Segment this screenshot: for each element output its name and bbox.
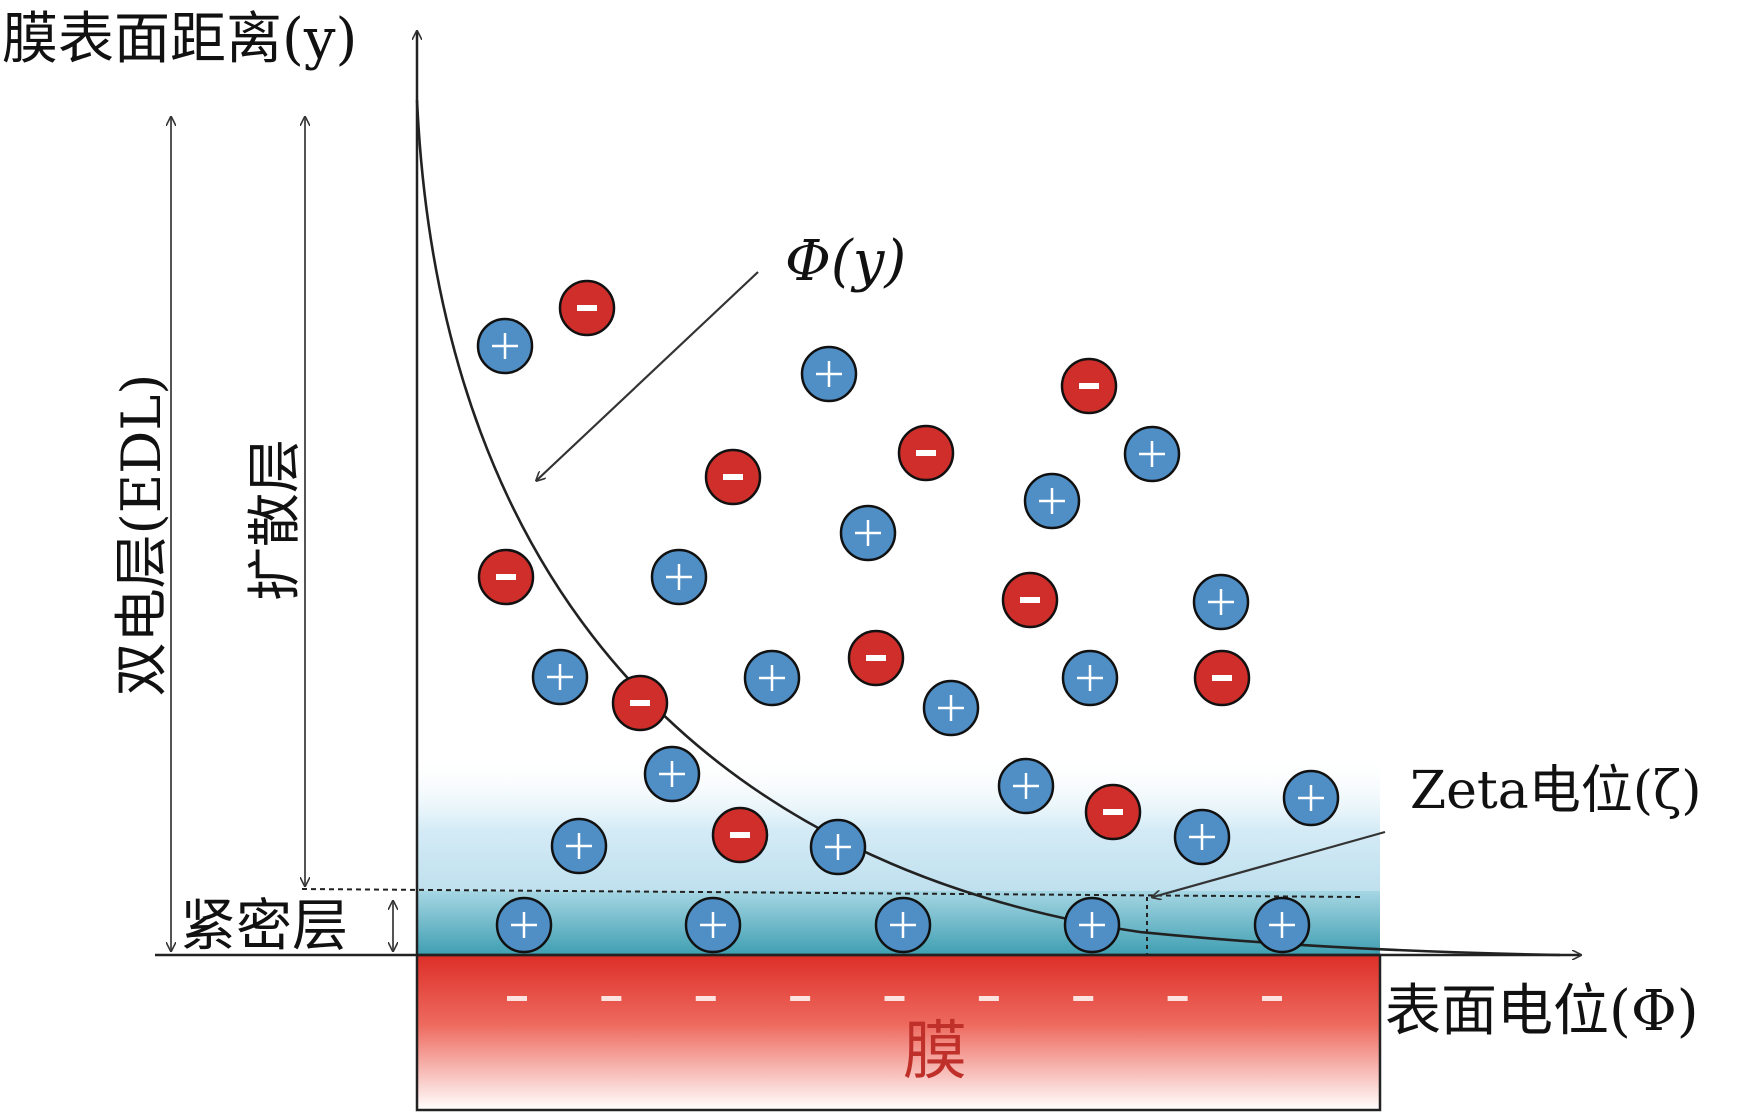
diffuse-layer-region bbox=[417, 755, 1380, 891]
plus-icon bbox=[1269, 912, 1295, 938]
anion-ion bbox=[847, 629, 905, 687]
plus-icon bbox=[816, 361, 842, 387]
ions-layer bbox=[476, 279, 1340, 954]
fixed-negative-charge bbox=[884, 996, 905, 1001]
fixed-negative-charge bbox=[601, 996, 622, 1001]
cation-ion bbox=[476, 317, 534, 375]
anion-ion bbox=[711, 806, 769, 864]
plus-icon bbox=[511, 912, 537, 938]
plus-icon bbox=[1013, 773, 1039, 799]
cation-ion bbox=[650, 548, 708, 606]
cation-ion bbox=[531, 648, 589, 706]
plus-icon bbox=[1039, 488, 1065, 514]
cation-ion bbox=[1023, 472, 1081, 530]
minus-icon bbox=[1020, 597, 1040, 603]
fixed-negative-charge bbox=[790, 996, 811, 1001]
anion-ion bbox=[704, 448, 762, 506]
cation-ion bbox=[495, 896, 553, 954]
plus-icon bbox=[759, 665, 785, 691]
plus-icon bbox=[1077, 665, 1103, 691]
potential-curve bbox=[415, 99, 1561, 957]
plus-icon bbox=[1139, 441, 1165, 467]
plus-icon bbox=[855, 520, 881, 546]
plus-icon bbox=[825, 834, 851, 860]
plus-icon bbox=[1079, 912, 1105, 938]
y-axis-label: 膜表面距离(y) bbox=[2, 7, 357, 72]
membrane-fixed-charges bbox=[507, 996, 1282, 1001]
edl-label: 双电层(EDL) bbox=[110, 374, 173, 697]
cation-ion bbox=[874, 896, 932, 954]
cation-ion bbox=[1063, 896, 1121, 954]
anion-ion bbox=[1084, 783, 1142, 841]
minus-icon bbox=[723, 474, 743, 480]
zeta-pointer-arrow bbox=[1153, 830, 1386, 897]
anion-ion bbox=[1060, 357, 1118, 415]
membrane-fill bbox=[417, 955, 1380, 1110]
minus-icon bbox=[1079, 383, 1099, 389]
cation-ion bbox=[1282, 769, 1340, 827]
cation-ion bbox=[684, 896, 742, 954]
fixed-negative-charge bbox=[1073, 996, 1094, 1001]
minus-icon bbox=[496, 574, 516, 580]
cation-ion bbox=[839, 504, 897, 562]
plus-icon bbox=[666, 564, 692, 590]
cation-ion bbox=[997, 757, 1055, 815]
phi-curve-label: Φ(y) bbox=[785, 229, 906, 294]
cation-ion bbox=[743, 649, 801, 707]
plus-icon bbox=[492, 333, 518, 359]
plus-icon bbox=[659, 761, 685, 787]
anion-ion bbox=[897, 424, 955, 482]
cation-ion bbox=[809, 818, 867, 876]
cation-ion bbox=[643, 745, 701, 803]
plus-icon bbox=[547, 664, 573, 690]
anion-ion bbox=[1193, 649, 1251, 707]
minus-icon bbox=[1103, 809, 1123, 815]
fixed-negative-charge bbox=[978, 996, 999, 1001]
compact-layer-label: 紧密层 bbox=[180, 894, 348, 959]
anion-ion bbox=[1001, 571, 1059, 629]
anion-ion bbox=[477, 548, 535, 606]
fixed-negative-charge bbox=[1167, 996, 1188, 1001]
cation-ion bbox=[1173, 808, 1231, 866]
x-axis-label: 表面电位(Φ) bbox=[1385, 979, 1699, 1044]
plus-icon bbox=[1298, 785, 1324, 811]
fixed-negative-charge bbox=[1262, 996, 1282, 1001]
plus-icon bbox=[1189, 824, 1215, 850]
plus-icon bbox=[700, 912, 726, 938]
minus-icon bbox=[630, 700, 650, 706]
fixed-negative-charge bbox=[507, 996, 527, 1001]
plus-icon bbox=[938, 695, 964, 721]
minus-icon bbox=[866, 655, 886, 661]
fixed-negative-charge bbox=[695, 996, 716, 1001]
zeta-label: Zeta电位(ζ) bbox=[1410, 761, 1702, 821]
plus-icon bbox=[1208, 589, 1234, 615]
anion-ion bbox=[611, 674, 669, 732]
diffuse-layer-label: 扩散层 bbox=[243, 439, 306, 601]
cation-ion bbox=[1123, 425, 1181, 483]
cation-ion bbox=[922, 679, 980, 737]
plus-icon bbox=[566, 833, 592, 859]
plus-icon bbox=[890, 912, 916, 938]
minus-icon bbox=[730, 832, 750, 838]
minus-icon bbox=[577, 305, 597, 311]
minus-icon bbox=[1212, 675, 1232, 681]
cation-ion bbox=[1192, 573, 1250, 631]
cation-ion bbox=[800, 345, 858, 403]
phi-pointer-arrow bbox=[537, 271, 759, 480]
minus-icon bbox=[916, 450, 936, 456]
membrane-label: 膜 bbox=[903, 1015, 967, 1089]
cation-ion bbox=[550, 817, 608, 875]
anion-ion bbox=[558, 279, 616, 337]
cation-ion bbox=[1253, 896, 1311, 954]
cation-ion bbox=[1061, 649, 1119, 707]
